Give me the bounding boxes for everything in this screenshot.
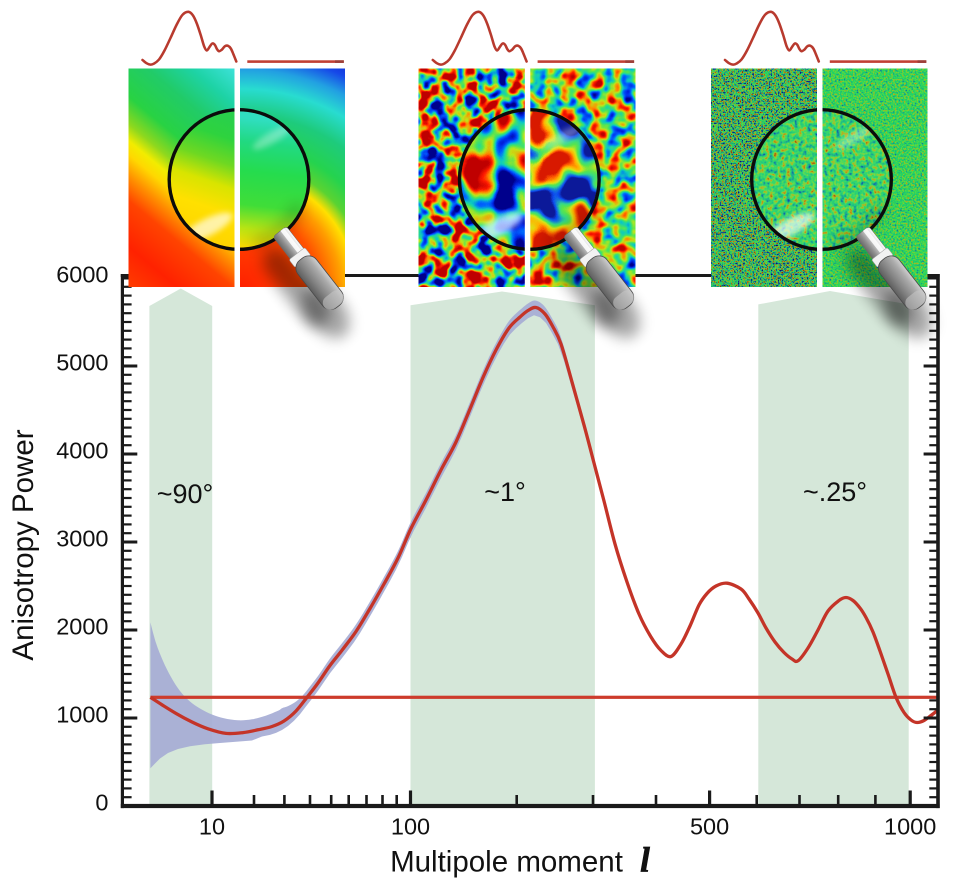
svg-text:Anisotropy Power: Anisotropy Power [7, 429, 40, 660]
svg-text:100: 100 [391, 814, 430, 840]
svg-text:~90°: ~90° [157, 479, 214, 509]
svg-text:4000: 4000 [56, 438, 108, 464]
svg-text:3000: 3000 [56, 526, 108, 552]
svg-text:1000: 1000 [884, 814, 936, 840]
svg-text:1000: 1000 [56, 702, 108, 728]
svg-text:~.25°: ~.25° [803, 477, 867, 507]
svg-text:l: l [640, 841, 650, 880]
svg-text:~1°: ~1° [484, 477, 526, 507]
svg-text:500: 500 [690, 814, 729, 840]
svg-text:Multipole moment: Multipole moment [390, 846, 623, 879]
svg-text:2000: 2000 [56, 614, 108, 640]
svg-text:10: 10 [199, 814, 225, 840]
svg-text:6000: 6000 [56, 262, 108, 288]
svg-text:5000: 5000 [56, 350, 108, 376]
svg-text:0: 0 [95, 790, 108, 816]
